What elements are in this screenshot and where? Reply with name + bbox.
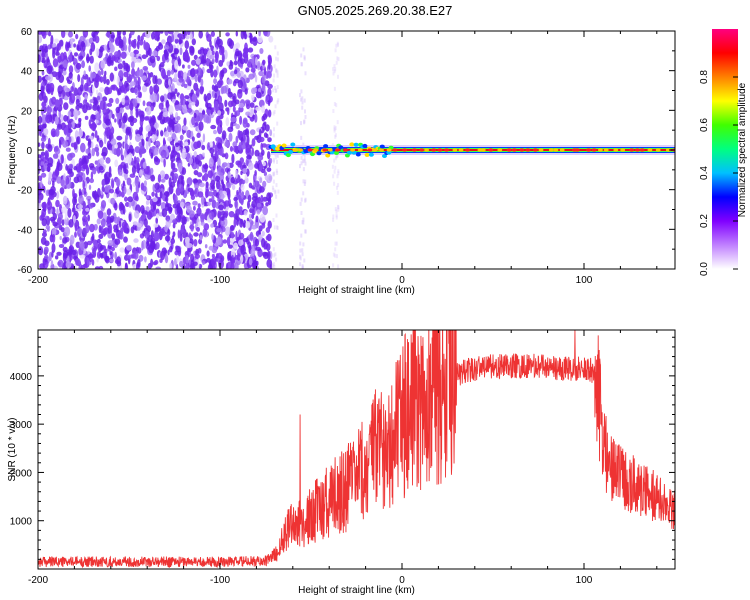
colorbar xyxy=(712,29,738,269)
colorbar-tick-label: 0.6 xyxy=(699,118,710,132)
y-axis-label: SNR (10 * v/v) xyxy=(7,418,18,482)
y-tick-label: 60 xyxy=(21,27,33,38)
y-axis-label: Frequency (Hz) xyxy=(7,116,18,185)
colorbar-label: Normalized spectral amplitude xyxy=(737,82,748,217)
x-tick-label: 0 xyxy=(399,275,405,286)
y-tick-label: 40 xyxy=(21,67,33,78)
carrier-core xyxy=(270,149,675,151)
x-tick-label: 0 xyxy=(399,575,405,586)
snr-line-chart: -200 -100 0 100 1000 2000 3000 4000 Height of st… xyxy=(7,329,676,596)
colorbar-tick-label: 0.0 xyxy=(699,262,710,276)
y-tick-label: 0 xyxy=(26,146,32,157)
y-tick-label: 2000 xyxy=(10,468,33,479)
colorbar-tick-label: 0.2 xyxy=(699,214,710,228)
y-tick-label: -40 xyxy=(18,225,33,236)
y-tick-label: 4000 xyxy=(10,372,33,383)
x-tick-label: -100 xyxy=(210,575,230,586)
x-tick-label: -200 xyxy=(28,575,48,586)
y-tick-label: -60 xyxy=(18,265,33,276)
x-tick-label: -100 xyxy=(210,275,230,286)
x-tick-label: 100 xyxy=(576,275,593,286)
y-tick-label: 3000 xyxy=(10,420,33,431)
x-tick-label: 100 xyxy=(576,575,593,586)
x-tick-label: -200 xyxy=(28,275,48,286)
x-axis-label: Height of straight line (km) xyxy=(298,285,415,296)
snr-series-line xyxy=(38,330,675,569)
y-tick-label: 20 xyxy=(21,106,33,117)
spectrogram-image xyxy=(38,31,675,269)
y-tick-label: -20 xyxy=(18,186,33,197)
x-axis-label: Height of straight line (km) xyxy=(298,585,415,596)
snr-frame xyxy=(37,329,676,570)
colorbar-tick-label: 0.8 xyxy=(699,70,710,84)
figure-title: GN05.2025.269.20.38.E27 xyxy=(297,3,453,18)
y-tick-label: 1000 xyxy=(10,517,33,528)
colorbar-tick-label: 0.4 xyxy=(699,166,710,180)
